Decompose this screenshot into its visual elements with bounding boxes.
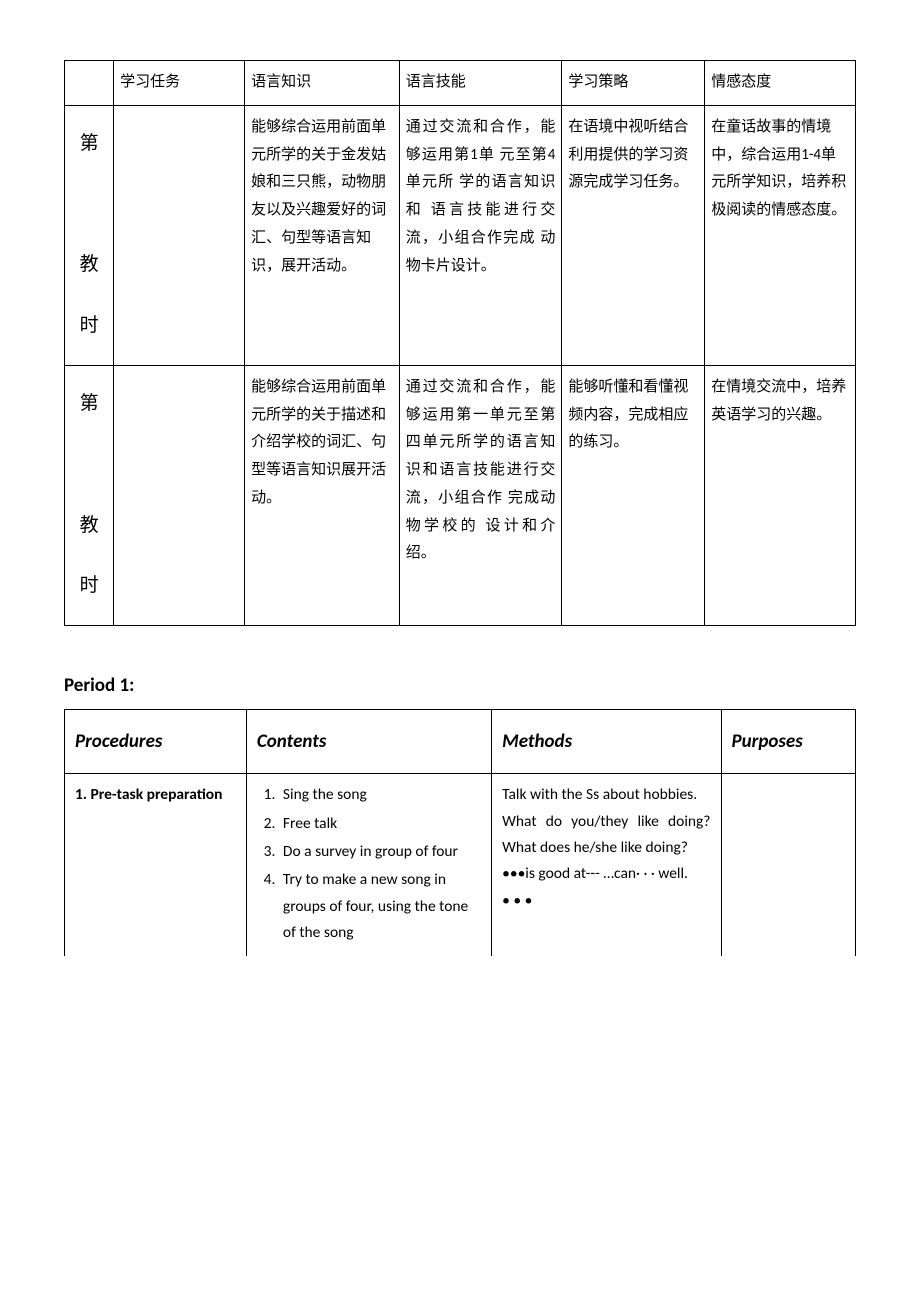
header-knowledge: 语言知识 [245,61,400,106]
period-label: 第教时 [65,105,114,365]
header-task: 学习任务 [114,61,245,106]
cell-attitude: 在童话故事的情境中，综合运用1-4单元所学知识，培养积极阅读的情感态度。 [705,105,856,365]
header-contents: Contents [246,710,491,774]
table-row: 第教时 能够综合运用前面单元所学的关于金发姑娘和三只熊，动物朋友以及兴趣爱好的词… [65,105,856,365]
procedure-label: 1. Pre-task preparation [75,785,222,804]
header-procedures: Procedures [65,710,247,774]
cell-knowledge: 能够综合运用前面单元所学的关于描述和介绍学校的词汇、句型等语言知识展开活动。 [245,365,400,625]
header-blank [65,61,114,106]
list-item: Free talk [279,811,481,837]
section-title: Period 1: [64,674,856,697]
header-strategy: 学习策略 [562,61,705,106]
cell-contents: Sing the song Free talk Do a survey in g… [246,774,491,957]
header-attitude: 情感态度 [705,61,856,106]
cell-task [114,105,245,365]
header-purposes: Purposes [721,710,856,774]
cell-strategy: 在语境中视听结合利用提供的学习资源完成学习任务。 [562,105,705,365]
cell-skill: 通过交流和合作，能够运用第一单元至第四单元所学的语言知识和语言技能进行交流，小组… [399,365,562,625]
header-methods: Methods [492,710,721,774]
list-item: Do a survey in group of four [279,839,481,865]
table-row: 第教时 能够综合运用前面单元所学的关于描述和介绍学校的词汇、句型等语言知识展开活… [65,365,856,625]
table-header-row: 学习任务 语言知识 语言技能 学习策略 情感态度 [65,61,856,106]
table-row: 1. Pre-task preparation Sing the song Fr… [65,774,856,957]
table-header-row: Procedures Contents Methods Purposes [65,710,856,774]
objectives-table: 学习任务 语言知识 语言技能 学习策略 情感态度 第教时 能够综合运用前面单元所… [64,60,856,626]
list-item: Try to make a new song in groups of four… [279,867,481,946]
cell-skill: 通过交流和合作，能够运用第1单 元至第4单元所 学的语言知识和 语言技能进行交 … [399,105,562,365]
procedures-table: Procedures Contents Methods Purposes 1. … [64,709,856,956]
cell-task [114,365,245,625]
cell-knowledge: 能够综合运用前面单元所学的关于金发姑娘和三只熊，动物朋友以及兴趣爱好的词汇、句型… [245,105,400,365]
list-item: Sing the song [279,782,481,808]
header-skill: 语言技能 [399,61,562,106]
contents-list: Sing the song Free talk Do a survey in g… [257,782,481,946]
period-label: 第教时 [65,365,114,625]
cell-methods: Talk with the Ss about hobbies.What do y… [492,774,721,957]
cell-procedure: 1. Pre-task preparation [65,774,247,957]
cell-purposes [721,774,856,957]
cell-attitude: 在情境交流中，培养英语学习的兴趣。 [705,365,856,625]
cell-strategy: 能够听懂和看懂视频内容，完成相应的练习。 [562,365,705,625]
